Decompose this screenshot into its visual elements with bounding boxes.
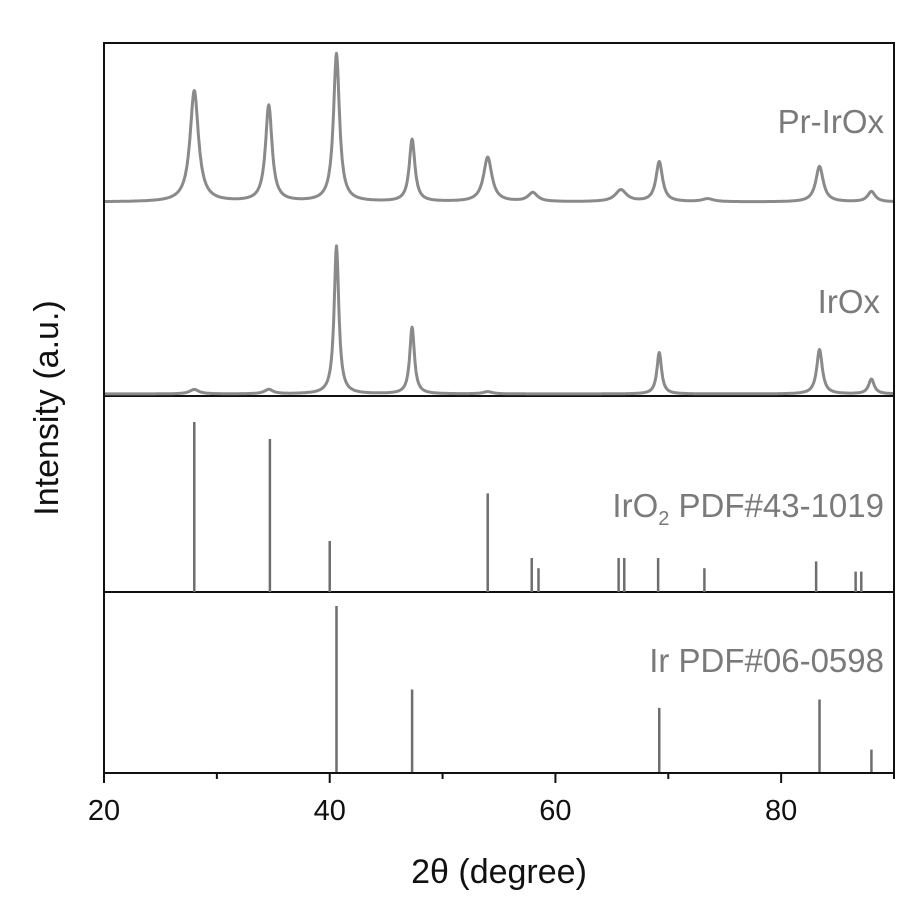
series-label-1: Pr-IrOx — [778, 103, 885, 140]
y-axis-title: Intensity (a.u.) — [28, 300, 66, 515]
x-tick-label-60: 60 — [539, 795, 571, 827]
x-tick-label-20: 20 — [88, 795, 120, 827]
series-label-3: IrO2 PDF#43-1019 — [612, 487, 884, 530]
series-line-2 — [103, 244, 895, 396]
chart-marks — [103, 51, 895, 773]
series-label-2: IrOx — [818, 283, 881, 320]
panel-labels: Pr-IrOx IrOx IrO2 PDF#43-1019 Ir PDF#06-059… — [612, 103, 884, 679]
x-axis-title: 2θ (degree) — [411, 853, 587, 891]
series-label-4: Ir PDF#06-0598 — [649, 642, 884, 679]
series-line-1 — [103, 51, 895, 204]
x-axis-ticks: 20 40 60 80 — [88, 773, 895, 827]
plot-frame — [103, 42, 895, 774]
x-tick-label-80: 80 — [765, 795, 797, 827]
x-tick-label-40: 40 — [314, 795, 346, 827]
